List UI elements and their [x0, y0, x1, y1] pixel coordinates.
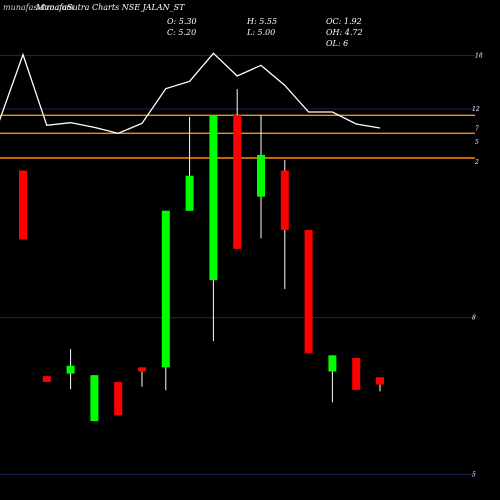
candle: [257, 115, 265, 239]
stat-close: C: 5.20: [167, 28, 197, 37]
stat-oc: OC: 1.92: [326, 17, 362, 26]
candle: [233, 89, 242, 249]
price-tick-label: 12: [472, 106, 480, 113]
candle-body: [114, 381, 123, 416]
candle: [185, 116, 194, 211]
candle: [138, 367, 146, 387]
candle: [352, 357, 361, 390]
overlay-tick-label: 2: [474, 159, 479, 166]
candle: [161, 210, 170, 391]
watermark: munafasutra.com: [3, 3, 74, 12]
candle: [19, 170, 27, 240]
candle: [90, 375, 99, 422]
candle-body: [328, 355, 337, 372]
candle: [280, 160, 289, 290]
overlay-line-layer: [0, 52, 381, 135]
candle: [114, 381, 123, 416]
price-tick-label: 8: [472, 315, 476, 322]
candle-body: [66, 365, 75, 374]
candle: [66, 349, 75, 390]
price-tick-label: 5: [472, 471, 476, 478]
candle: [42, 376, 51, 382]
overlay-tick-label: 18: [475, 52, 483, 59]
stat-ol: OL: 6: [326, 39, 349, 48]
candle: [304, 230, 313, 354]
stat-high: H: 5.55: [247, 17, 278, 26]
candle: [328, 355, 337, 403]
stat-open: O: 5.30: [167, 17, 197, 26]
candle-body: [138, 367, 146, 372]
candle-body: [304, 230, 313, 354]
candle-body: [280, 170, 289, 231]
stat-oh: OH: 4.72: [326, 28, 363, 37]
candle-body: [185, 175, 194, 211]
price-axis-ticks: 12 8 5: [472, 106, 480, 478]
candle-body: [19, 170, 27, 240]
candle-body: [376, 377, 384, 385]
candle-body: [42, 376, 51, 382]
price-gridlines: [0, 54, 475, 475]
chart-title: MunafaSutra Charts NSE JALAN_ST: [36, 3, 185, 12]
candle-body: [233, 115, 242, 249]
candles: [19, 89, 384, 422]
overlay-tick-label: 7: [475, 126, 479, 133]
candle: [376, 377, 384, 392]
candle-body: [161, 210, 170, 368]
overlay-axis-ticks: 18 7 5 2: [474, 52, 483, 166]
candle-body: [90, 375, 99, 422]
candle-body: [209, 115, 218, 281]
overlay-tick-label: 5: [475, 139, 479, 146]
overlay-line: [0, 52, 381, 135]
candle-body: [257, 154, 265, 197]
stat-low: L: 5.00: [247, 28, 276, 37]
candle: [209, 115, 218, 342]
candle-body: [352, 357, 361, 390]
